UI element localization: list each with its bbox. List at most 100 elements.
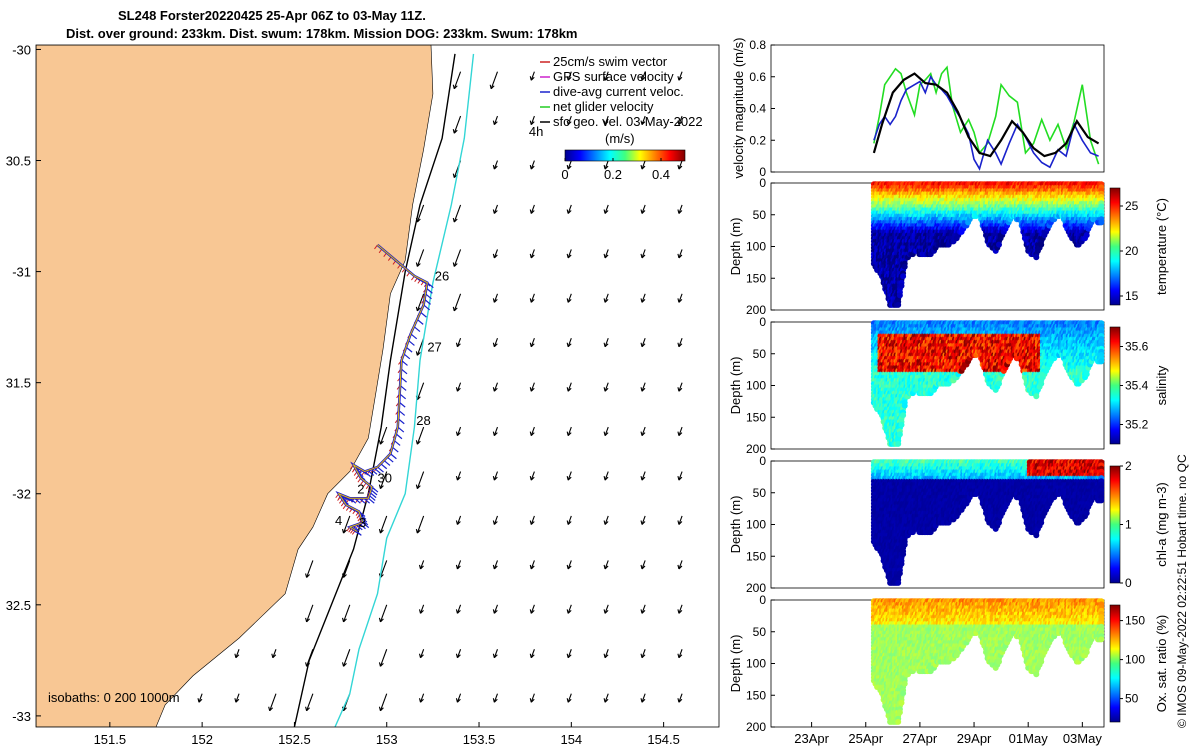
geo-velocity-arrowhead [603, 698, 609, 703]
geo-velocity-arrow [416, 382, 425, 400]
geo-velocity-arrow [641, 560, 646, 570]
glider-track-fill [337, 244, 428, 532]
geo-velocity-arrowhead [603, 342, 609, 348]
section-ytick-label: 100 [746, 240, 766, 254]
geo-velocity-arrow [604, 604, 609, 614]
geo-velocity-arrowhead [492, 387, 498, 392]
geo-velocity-arrow [530, 160, 535, 170]
geo-velocity-arrow [456, 426, 462, 436]
map-xtick-label: 153.5 [463, 732, 496, 747]
geo-velocity-arrowhead [640, 520, 646, 525]
geo-velocity-arrowhead [529, 120, 535, 126]
velocity-magnitude-chart: 00.20.40.60.8 velocity magnitude (m/s) [731, 38, 1105, 179]
geo-velocity-arrowhead [492, 431, 498, 437]
geo-velocity-arrow [306, 604, 314, 623]
geo-velocity-arrowhead [640, 387, 646, 392]
geo-velocity-arrowhead [603, 253, 609, 259]
geo-velocity-arrowhead [415, 262, 421, 267]
track-current-vector [420, 311, 427, 318]
section-colorbar [1109, 187, 1121, 306]
geo-velocity-arrow [567, 160, 572, 170]
geo-velocity-arrowhead [378, 440, 384, 445]
geo-velocity-arrowhead [677, 475, 683, 481]
geo-velocity-arrowhead [603, 76, 609, 81]
geo-velocity-arrowhead [677, 609, 683, 614]
geo-velocity-arrow [567, 649, 572, 658]
geo-velocity-arrowhead [492, 698, 498, 703]
geo-velocity-arrow [530, 471, 535, 481]
map-colorbar-tick-label: 0.4 [652, 167, 670, 182]
geo-velocity-arrow [678, 293, 683, 303]
geo-velocity-arrow [530, 649, 535, 658]
geo-velocity-arrow [641, 204, 646, 214]
geo-velocity-arrow [567, 293, 572, 303]
geo-velocity-arrowhead [492, 164, 498, 170]
map-colorbar-tick-label: 0 [561, 167, 568, 182]
map-xtick-label: 154 [560, 732, 582, 747]
geo-velocity-arrowhead [529, 475, 535, 481]
geo-velocity-arrow [342, 560, 351, 578]
section-sample-point [901, 402, 908, 409]
section-sample-point [1083, 232, 1090, 239]
geo-velocity-arrowhead [529, 298, 535, 303]
geo-velocity-arrow [530, 338, 535, 347]
geo-velocity-arrow [678, 426, 683, 436]
geo-velocity-arrowhead [566, 609, 572, 614]
map-ytick-label: 32.5 [6, 598, 31, 613]
geo-velocity-arrow [342, 604, 351, 623]
map-colorbar-label: (m/s) [605, 131, 635, 146]
geo-velocity-arrow [419, 693, 425, 703]
geo-velocity-arrow [493, 160, 499, 170]
coastline-land [36, 45, 434, 727]
geo-velocity-arrowhead [492, 653, 498, 659]
geo-velocity-arrow [604, 515, 609, 525]
geo-velocity-arrowhead [415, 528, 421, 534]
geo-velocity-arrowhead [677, 653, 683, 659]
geo-velocity-arrowhead [271, 653, 277, 659]
velocity-series-line [873, 65, 1100, 165]
geo-velocity-arrowhead [529, 564, 535, 570]
geo-velocity-arrow [641, 249, 646, 259]
geo-velocity-arrowhead [677, 698, 683, 703]
track-current-vector [383, 459, 391, 466]
geo-velocity-arrow [493, 382, 499, 392]
geo-velocity-arrow [493, 338, 499, 347]
map-ytick-label: -32 [12, 487, 31, 502]
track-day-label: 27 [427, 340, 441, 355]
geo-velocity-arrow [678, 338, 683, 347]
geo-velocity-arrow [604, 204, 609, 214]
geo-velocity-arrow [678, 249, 683, 259]
geo-velocity-arrow [453, 293, 462, 312]
geo-velocity-arrow [235, 649, 240, 658]
geo-velocity-arrowhead [640, 209, 646, 214]
geo-velocity-arrowhead [603, 431, 609, 437]
geo-velocity-arrowhead [455, 431, 461, 437]
geo-velocity-arrow [456, 338, 462, 347]
section-sample-point [898, 282, 905, 289]
geo-velocity-arrow [604, 115, 609, 125]
geo-velocity-arrowhead [378, 484, 384, 490]
geo-velocity-arrowhead [418, 609, 424, 614]
geo-velocity-arrowhead [455, 475, 461, 481]
geo-velocity-arrowhead [234, 653, 240, 659]
section-sample-point [900, 273, 907, 280]
geo-velocity-arrowhead [305, 573, 310, 578]
map-colorbar [564, 149, 686, 162]
geo-velocity-arrow [678, 604, 683, 614]
section-colorbar-tick-label: 25 [1125, 199, 1139, 213]
geo-velocity-arrowhead [566, 698, 572, 703]
geo-velocity-arrowhead [566, 120, 572, 126]
track-current-vector [390, 453, 397, 460]
geo-velocity-arrowhead [566, 653, 572, 659]
geo-velocity-arrow [604, 338, 609, 347]
geo-velocity-arrow [493, 115, 499, 125]
geo-velocity-arrowhead [452, 306, 458, 312]
geo-velocity-arrowhead [529, 520, 535, 525]
geo-velocity-arrowhead [566, 164, 572, 170]
geo-velocity-arrowhead [529, 164, 535, 170]
geo-velocity-arrowhead [640, 431, 646, 437]
geo-velocity-arrow [493, 471, 499, 481]
velocity-frame [770, 44, 1105, 173]
geo-velocity-arrowhead [415, 484, 421, 490]
